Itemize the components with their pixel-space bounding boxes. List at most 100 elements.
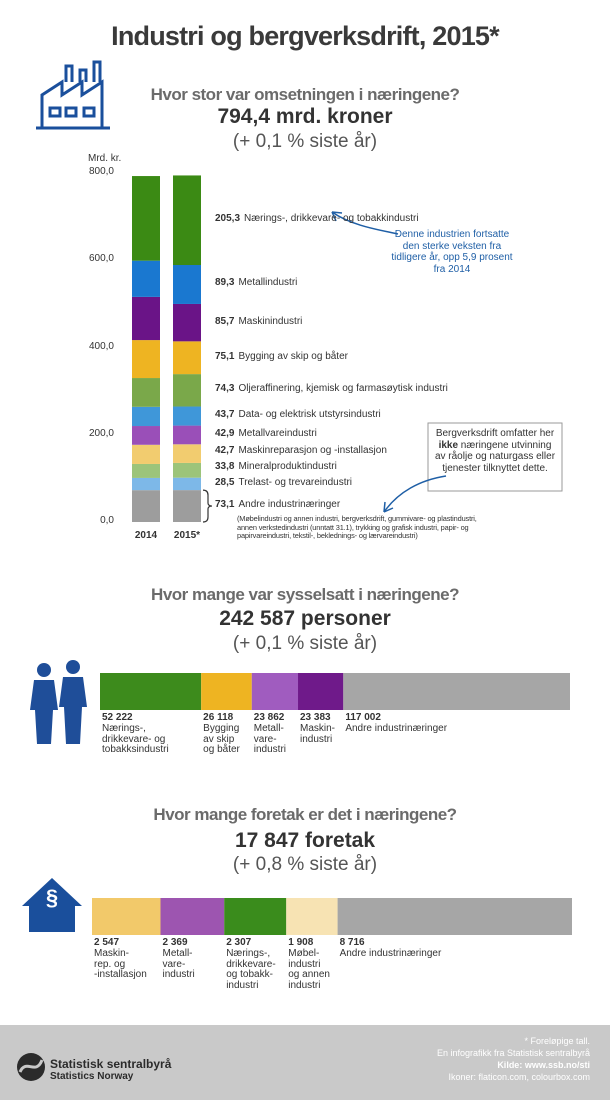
bar-segment (173, 303, 201, 342)
annotation: Denne industrien fortsatte den sterke ve… (391, 229, 513, 275)
bar-segment (173, 406, 201, 426)
bar-segment (160, 898, 225, 935)
logo-name-en: Statistics Norway (50, 1071, 134, 1082)
value-label: 52 222 (102, 712, 133, 723)
bar-segment (132, 340, 160, 379)
bar-segment (132, 260, 160, 297)
series-note: (Møbelindustri og annen industri, bergve… (237, 514, 477, 541)
value-label: 1 908 (288, 937, 314, 948)
y-tick-label: 200,0 (88, 427, 114, 439)
value-label: 28,5 (215, 476, 235, 488)
bar-segment (173, 490, 201, 522)
section-change: (+ 0,1 % siste år) (232, 131, 378, 152)
value-label: 43,7 (215, 409, 235, 421)
bar-segment (173, 265, 201, 304)
bar-segment (173, 425, 201, 445)
footer-note: * Foreløpige tall. (524, 1036, 590, 1046)
annotation-arrow (331, 211, 399, 235)
value-label: 2 307 (226, 937, 252, 948)
legend-entry: Nærings-, drikkevare- og tobakkindustri (244, 213, 419, 225)
y-tick-label: 400,0 (88, 340, 114, 352)
footer-background (0, 1025, 610, 1100)
annotation-box (427, 422, 563, 492)
bar-segment (201, 673, 252, 710)
value-label: 23 383 (300, 712, 331, 723)
legend-entry: Andre industrinæringer (345, 723, 448, 734)
legend-entry: Metallindustri (238, 277, 298, 289)
bar-segment (173, 462, 201, 478)
y-axis-label: Mrd. kr. (88, 153, 122, 164)
bracket (202, 489, 213, 523)
icon-symbol: § (45, 885, 59, 910)
bar-segment (132, 406, 160, 427)
value-label: 74,3 (215, 383, 235, 395)
house-icon (22, 878, 82, 932)
value-label: 2 547 (94, 937, 120, 948)
section-change: (+ 0,8 % siste år) (232, 854, 378, 875)
people-icon (30, 660, 87, 744)
series-label: 74,3 Oljeraffinering, kjemisk og farmasøy… (215, 384, 448, 395)
section-question: Hvor stor var omsetningen i næringene? (150, 85, 460, 104)
series-label: 43,7 Data- og elektrisk utstyrsindustri (215, 409, 381, 421)
value-label: 205,3 (215, 213, 241, 225)
series-label: 205,3 Nærings-, drikkevare- og tobakkindu… (215, 213, 419, 225)
legend-entry: Maskin- industri (300, 723, 336, 745)
section-total: 794,4 mrd. kroner (217, 105, 393, 128)
annotation: Bergverksdrift omfatter her ikke næringe… (428, 428, 562, 474)
bar-segment (173, 374, 201, 407)
bar-segment (343, 673, 570, 710)
y-tick-label: 600,0 (88, 253, 114, 265)
bar-segment (173, 175, 201, 266)
bar-segment (337, 898, 572, 935)
bar-segment (132, 378, 160, 407)
series-label: 28,5 Trelast- og trevareindustri (215, 476, 353, 489)
value-label: 42,7 (215, 444, 235, 456)
legend-entry: Trelast- og trevareindustri (238, 476, 353, 488)
bar-segment (298, 673, 344, 710)
bar-segment (173, 444, 201, 463)
series-label: 33,8 Mineralproduktindustri (215, 460, 337, 473)
bar-segment (132, 296, 160, 341)
series-label: 42,9 Metallvareindustri (215, 427, 317, 440)
legend-entry: Data- og elektrisk utstyrsindustri (238, 409, 381, 421)
series-label: 75,1 Bygging av skip og båter (215, 350, 348, 363)
bar-segment (100, 673, 202, 710)
value-label: 73,1 (215, 499, 235, 511)
y-tick-label: 0,0 (100, 515, 114, 526)
legend-entry: Metall- vare- industri (162, 948, 195, 980)
series-label: 73,1 Andre industrinæringer (215, 499, 340, 511)
y-tick-label: 800,0 (88, 166, 114, 177)
value-label: 8 716 (339, 937, 365, 948)
annotation-arrow (383, 475, 447, 513)
value-label: 42,9 (215, 427, 235, 439)
bar-segment (132, 477, 160, 491)
bar-segment (132, 176, 160, 261)
value-label: 85,7 (215, 315, 235, 327)
value-label: 23 862 (253, 712, 285, 723)
factory-icon (36, 60, 110, 130)
bar-segment (92, 898, 161, 935)
section-question: Hvor mange var sysselsatt i næringene? (151, 585, 459, 604)
legend-entry: Metall- vare- industri (253, 723, 287, 755)
section-total: 242 587 personer (219, 607, 391, 630)
legend-entry: Maskinreparasjon og -installasjon (238, 444, 387, 456)
bar-segment (173, 477, 201, 491)
bar-segment (132, 463, 160, 478)
legend-entry: Mineralproduktindustri (238, 460, 337, 472)
annotation-part: ikke (438, 439, 459, 451)
series-label: 85,7 Maskinindustri (215, 315, 303, 328)
legend-entry: Maskinindustri (238, 315, 303, 327)
legend-entry: Maskin- rep. og -installasjon (94, 948, 147, 980)
value-label: 2 369 (162, 937, 188, 948)
value-label: 75,1 (215, 350, 235, 362)
value-label: 26 118 (203, 712, 234, 723)
bar-segment (224, 898, 287, 935)
legend-entry: Nærings-, drikkevare- og tobakk- industr… (226, 948, 276, 991)
logo-icon (17, 1053, 45, 1081)
bar-segment (132, 426, 160, 445)
bar-segment (132, 490, 160, 522)
x-tick-label: 2015* (173, 530, 201, 541)
section-question: Hvor mange foretak er det i næringene? (153, 805, 457, 824)
bar-segment (251, 673, 299, 710)
